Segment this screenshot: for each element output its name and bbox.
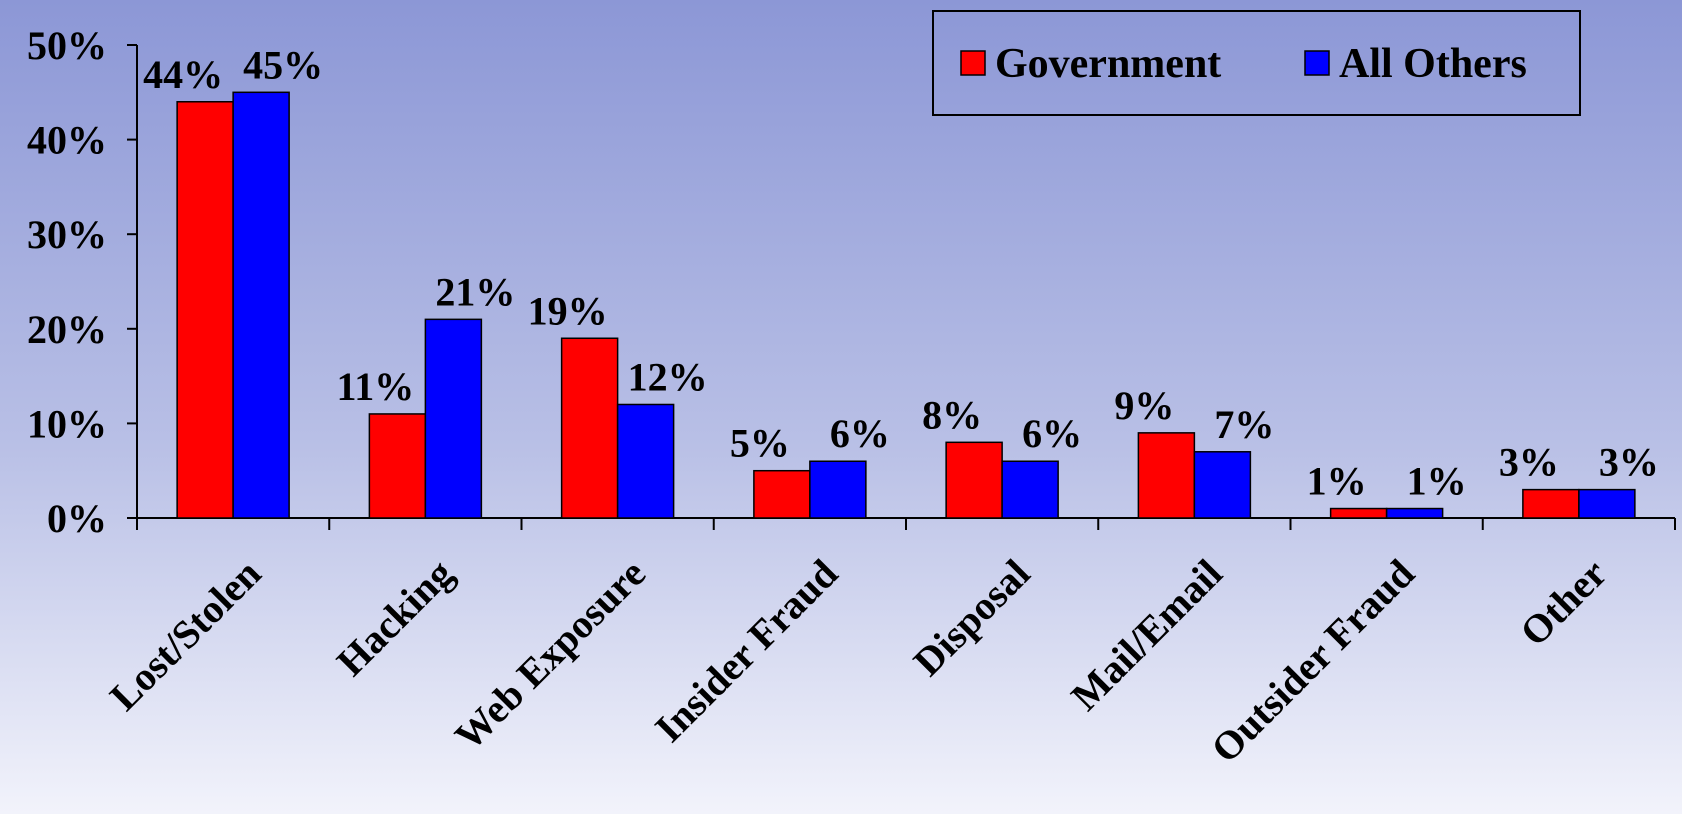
data-label: 44% — [143, 52, 223, 97]
bar — [753, 469, 811, 519]
bar — [1385, 507, 1444, 519]
data-label: 7% — [1214, 402, 1274, 447]
data-label: 9% — [1114, 383, 1174, 428]
bar — [1329, 507, 1388, 519]
legend-swatch — [960, 50, 986, 76]
data-label: 1% — [1307, 459, 1367, 504]
legend-box — [932, 10, 1581, 116]
bar — [616, 403, 675, 519]
bar — [1193, 451, 1252, 519]
bar — [560, 337, 619, 519]
data-label: 19% — [528, 288, 608, 333]
data-label: 11% — [336, 364, 414, 409]
bar — [1001, 460, 1059, 519]
data-label: 1% — [1407, 459, 1467, 504]
data-label: 6% — [1022, 411, 1082, 456]
data-label: 12% — [628, 354, 708, 399]
y-tick-label: 0% — [47, 496, 107, 541]
bar — [368, 413, 427, 519]
bar — [176, 101, 234, 519]
bar — [945, 441, 1003, 519]
legend-label: All Others — [1339, 41, 1527, 87]
y-tick-label: 40% — [27, 118, 107, 163]
data-label: 3% — [1499, 440, 1559, 485]
bar — [424, 318, 483, 519]
y-tick-label: 50% — [27, 23, 107, 68]
bar — [1578, 488, 1636, 519]
legend-label: Government — [995, 41, 1221, 87]
y-tick-label: 30% — [27, 212, 107, 257]
data-label: 45% — [243, 42, 323, 87]
data-label: 6% — [830, 411, 890, 456]
legend-swatch — [1304, 50, 1330, 76]
bar — [1137, 432, 1196, 519]
y-tick-label: 20% — [27, 307, 107, 352]
bar — [809, 460, 867, 519]
bar — [1522, 488, 1580, 519]
bar — [232, 91, 290, 519]
data-label: 5% — [730, 421, 790, 466]
data-label: 21% — [435, 269, 515, 314]
data-label: 8% — [922, 392, 982, 437]
data-label: 3% — [1599, 440, 1659, 485]
y-tick-label: 10% — [27, 401, 107, 446]
